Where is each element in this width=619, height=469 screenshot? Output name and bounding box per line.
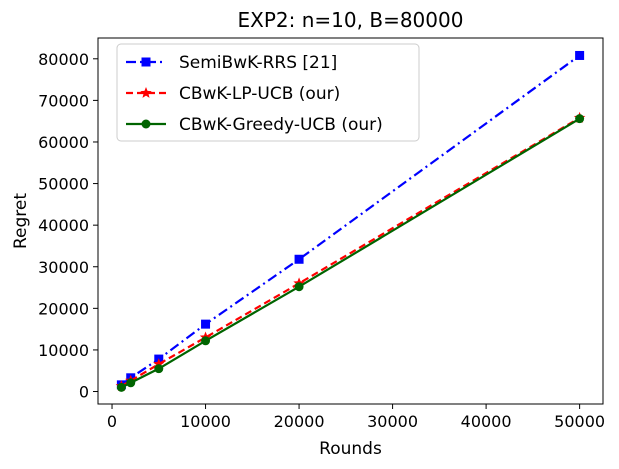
series-line bbox=[120, 116, 581, 388]
data-point bbox=[294, 282, 304, 292]
legend-box bbox=[116, 43, 420, 142]
y-tick-label: 40000 bbox=[38, 216, 89, 235]
x-axis: 0 10000 20000 30000 40000 50000 bbox=[107, 404, 605, 431]
chart-title: EXP2: n=10, B=80000 bbox=[238, 8, 464, 32]
legend-item: SemiBwK-RRS [21] bbox=[126, 53, 337, 73]
data-point bbox=[116, 382, 126, 392]
legend-label: CBwK-LP-UCB (our) bbox=[179, 84, 340, 104]
data-point bbox=[153, 358, 165, 369]
data-point bbox=[575, 50, 585, 60]
data-point bbox=[201, 319, 211, 329]
data-point bbox=[126, 378, 136, 388]
legend: SemiBwK-RRS [21] CBwK-LP-UCB (our) CBwK-Gr… bbox=[116, 43, 420, 142]
x-tick-label: 10000 bbox=[180, 412, 231, 431]
data-point bbox=[575, 114, 585, 124]
legend-swatch-marker bbox=[141, 119, 151, 129]
plot-frame bbox=[97, 37, 604, 405]
y-tick-label: 20000 bbox=[38, 299, 89, 318]
series-2 bbox=[116, 114, 585, 392]
y-tick-label: 30000 bbox=[38, 258, 89, 277]
x-tick-label: 0 bbox=[107, 412, 117, 431]
x-tick-label: 50000 bbox=[554, 412, 605, 431]
y-tick-label: 10000 bbox=[38, 341, 89, 360]
legend-swatch-marker bbox=[141, 57, 151, 67]
data-point bbox=[201, 336, 211, 346]
legend-label: SemiBwK-RRS [21] bbox=[179, 53, 337, 73]
series-1 bbox=[115, 111, 586, 391]
series-layer bbox=[115, 50, 586, 392]
x-tick-label: 30000 bbox=[367, 412, 418, 431]
legend-item: CBwK-LP-UCB (our) bbox=[126, 84, 340, 104]
y-tick-label: 80000 bbox=[38, 50, 89, 69]
y-tick-label: 50000 bbox=[38, 175, 89, 194]
legend-swatch-marker bbox=[140, 87, 152, 98]
data-point bbox=[294, 254, 304, 264]
legend-item: CBwK-Greedy-UCB (our) bbox=[126, 115, 383, 135]
x-axis-label: Rounds bbox=[319, 439, 382, 459]
x-tick-label: 40000 bbox=[461, 412, 512, 431]
y-tick-label: 0 bbox=[79, 383, 89, 402]
legend-label: CBwK-Greedy-UCB (our) bbox=[179, 115, 383, 135]
y-axis: 0 10000 20000 30000 40000 50000 60000 70000 8000… bbox=[38, 50, 98, 402]
y-tick-label: 70000 bbox=[38, 91, 89, 110]
data-point bbox=[154, 364, 164, 374]
x-tick-label: 20000 bbox=[274, 412, 325, 431]
y-axis-label: Regret bbox=[11, 193, 31, 249]
y-tick-label: 60000 bbox=[38, 133, 89, 152]
